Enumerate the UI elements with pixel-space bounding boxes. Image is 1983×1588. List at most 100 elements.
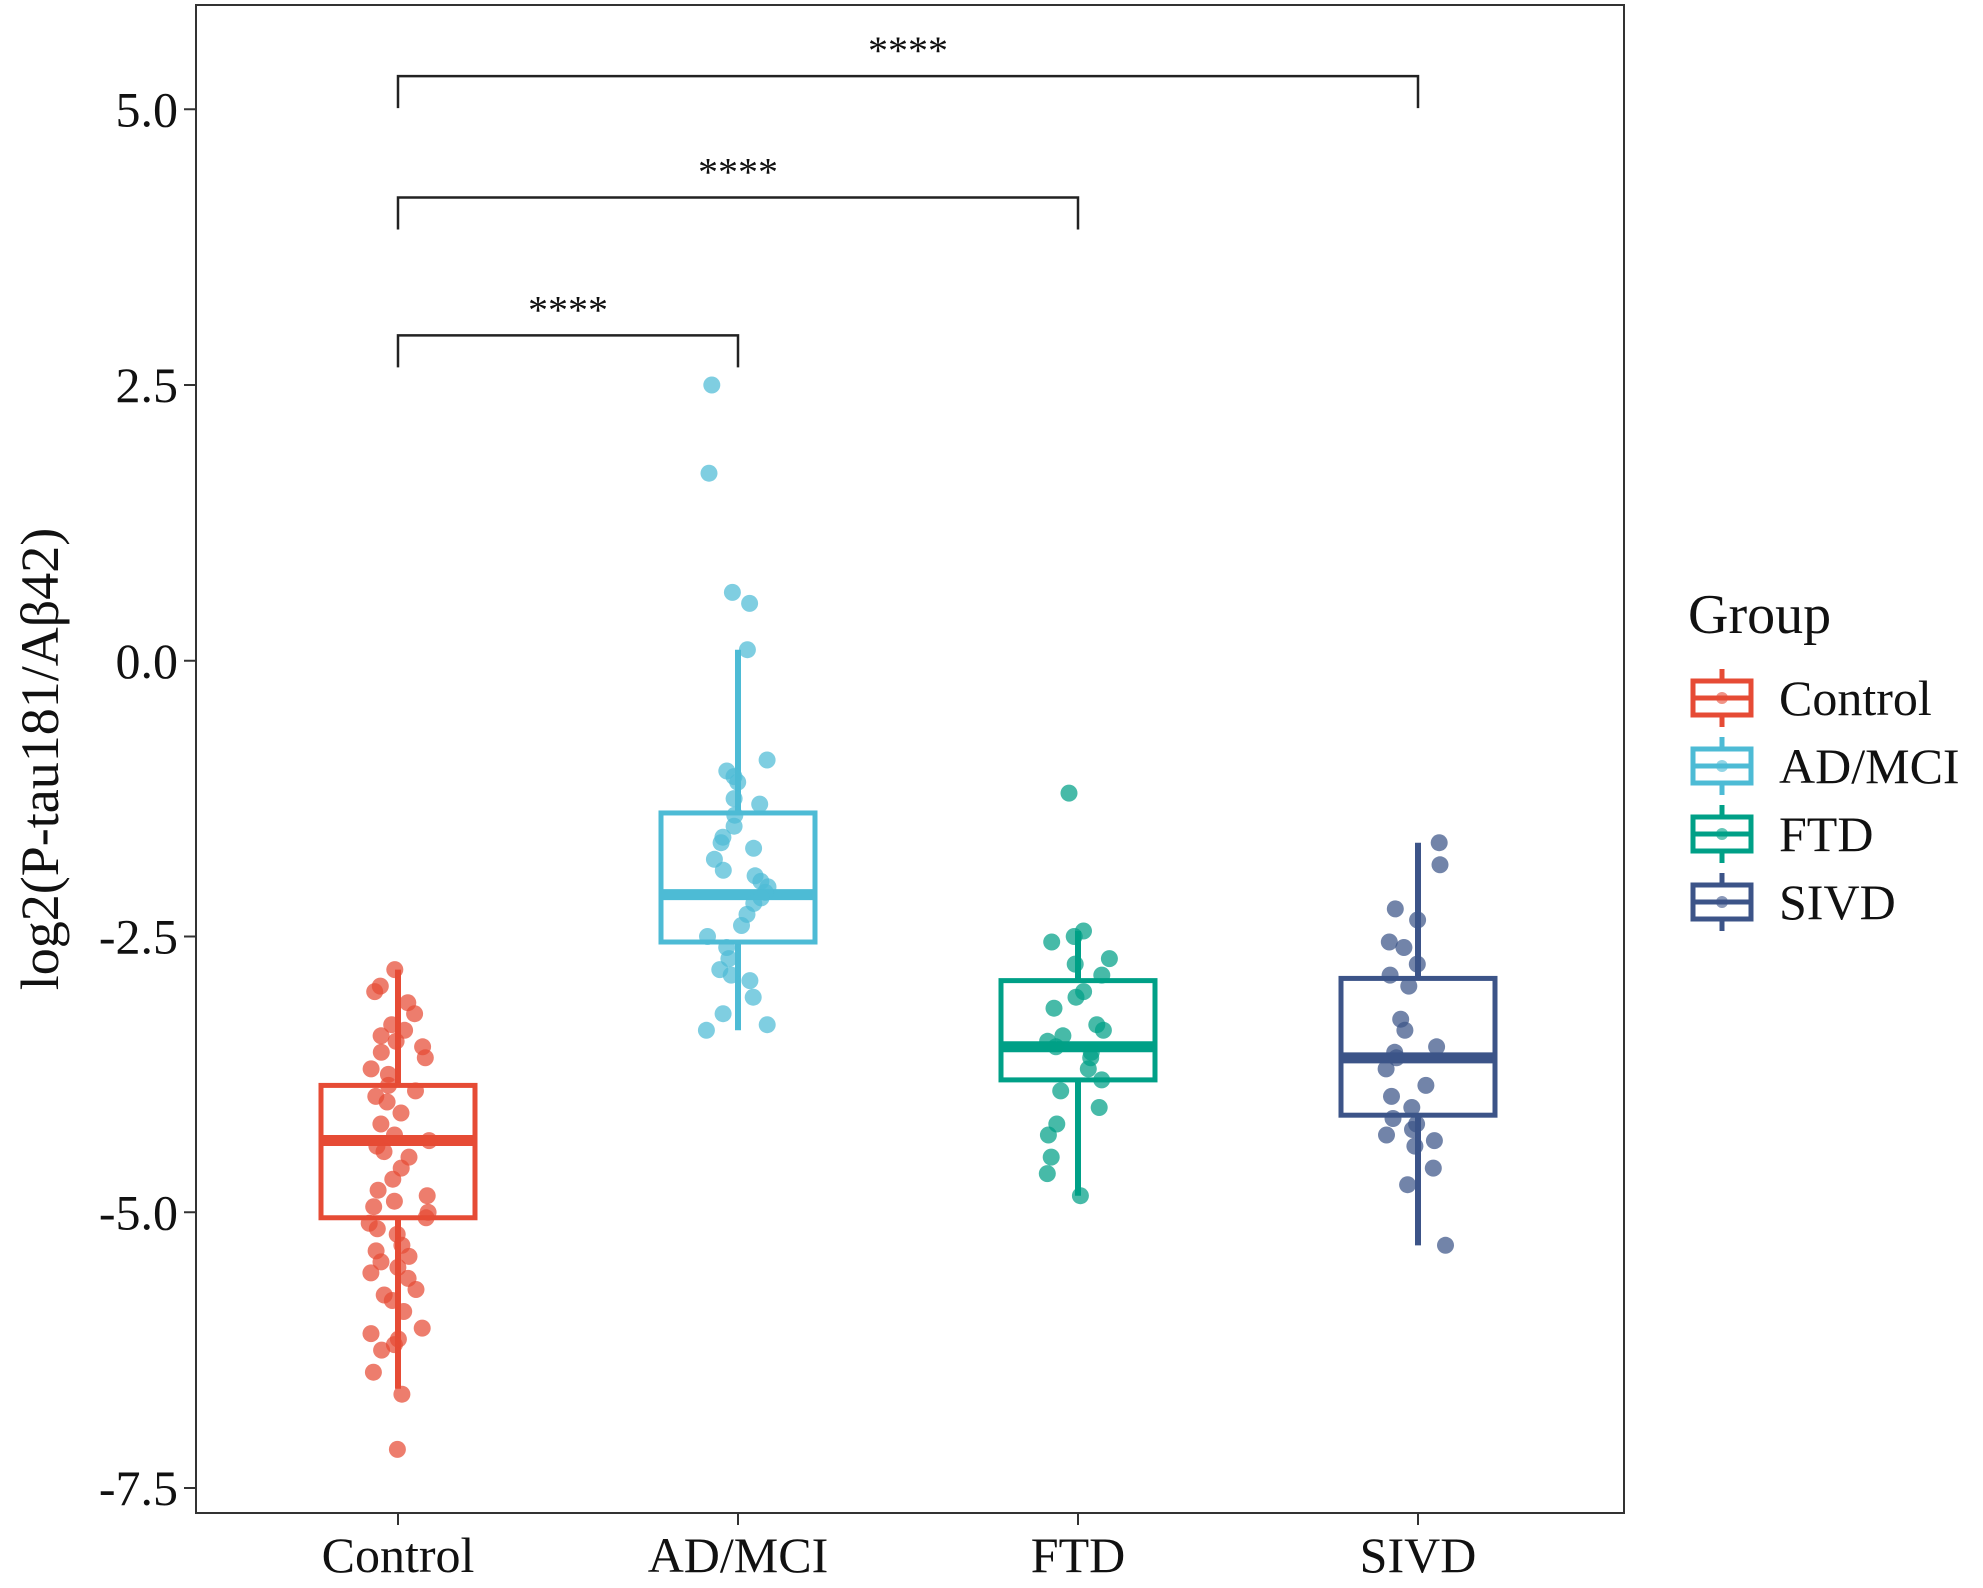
data-point [700,464,718,482]
legend-item-control: Control [1690,669,1932,727]
legend-item-ftd: FTD [1690,805,1873,863]
y-axis: 5.0 2.5 0.0 -2.5 -5.0 -7.5 [99,81,196,1516]
significance-bracket: **** [396,149,1080,230]
data-point [1094,1021,1112,1039]
significance-layer: **** **** **** [396,28,1420,368]
data-point [1067,988,1085,1006]
data-point [375,1286,393,1304]
data-point [714,861,732,879]
data-point [1043,933,1061,951]
data-point [373,1341,391,1359]
data-point [407,1082,424,1100]
data-point [1403,1099,1421,1116]
data-point [1093,966,1111,984]
box-iqr [1338,975,1498,1118]
bracket-line [396,334,740,368]
data-point [371,977,389,995]
data-point [1395,939,1413,956]
data-point [419,1203,437,1221]
data-point [1425,1132,1443,1150]
data-point [372,1043,390,1061]
legend-key-point [1716,896,1728,908]
data-point [1404,1121,1421,1138]
box-ad-mci [658,649,818,1031]
legend-item-ad-mci: AD/MCI [1690,737,1960,795]
data-point [1377,1060,1395,1078]
data-point [725,790,743,808]
data-point [1383,1087,1400,1105]
box-iqr [998,978,1158,1083]
data-point [1381,966,1399,984]
data-point [741,972,759,990]
y-axis-title: log2(P-tau181/Aβ42) [10,528,70,990]
y-tick-label: -7.5 [99,1460,178,1516]
data-point [1042,1148,1060,1166]
x-tick-label: SIVD [1360,1527,1477,1583]
data-point [722,966,740,984]
data-point [383,1016,401,1034]
y-tick-label: 5.0 [116,81,179,137]
y-tick-label: -5.0 [99,1184,178,1240]
data-point [1399,1176,1417,1194]
data-point [389,1258,407,1276]
legend-label: SIVD [1779,874,1896,930]
data-point [362,1325,380,1343]
data-point [1388,1049,1405,1067]
data-point [399,994,417,1012]
data-point [738,641,756,659]
legend-label: Control [1779,670,1932,726]
data-point [400,1148,418,1166]
data-point [1071,1187,1089,1205]
plot-panel-border [195,4,1625,1514]
data-point [1066,955,1084,973]
data-point [420,1132,438,1150]
data-point [1424,1159,1442,1177]
data-point [1400,977,1418,995]
x-axis: Control AD/MCI FTD SIVD [322,1513,1477,1583]
data-point [1408,955,1426,973]
data-point [389,1330,407,1348]
data-point [1431,856,1449,874]
legend-item-sivd: SIVD [1690,873,1896,931]
data-point [723,583,741,601]
y-tick-label: 0.0 [116,633,179,689]
data-point [365,1198,383,1216]
x-tick-label: Control [322,1527,475,1583]
significance-label: **** [868,28,948,73]
data-point [1417,1076,1435,1094]
data-point [1045,999,1063,1017]
x-tick-label: AD/MCI [648,1527,829,1583]
data-point [1090,1099,1108,1116]
data-point [697,1021,715,1039]
significance-label: **** [528,287,608,332]
data-point [372,1115,390,1133]
significance-label: **** [698,149,778,194]
data-point [385,1192,403,1210]
box-sivd [1338,842,1498,1246]
data-point [388,1225,406,1243]
data-point [1396,1021,1414,1039]
data-point [714,1005,732,1023]
data-point [396,1021,414,1039]
legend-label: FTD [1779,806,1873,862]
data-point [379,1065,397,1083]
legend-key-point [1716,760,1728,772]
data-point [1052,1082,1070,1100]
data-point [395,1303,413,1320]
data-point [733,917,750,934]
data-point [386,1126,403,1144]
box-layer [318,649,1498,1389]
data-point [729,773,747,791]
data-point [712,834,730,852]
legend: Group Control AD/MCI FTD SIVD [1688,584,1960,931]
data-point [362,1264,380,1282]
significance-bracket: **** [396,287,740,368]
data-point [369,1181,387,1199]
points-control [360,961,438,1458]
box-ftd [998,930,1158,1196]
data-point [1093,1071,1111,1089]
bracket-line [396,74,1420,109]
data-point [1079,1060,1097,1078]
data-point [1386,900,1404,918]
